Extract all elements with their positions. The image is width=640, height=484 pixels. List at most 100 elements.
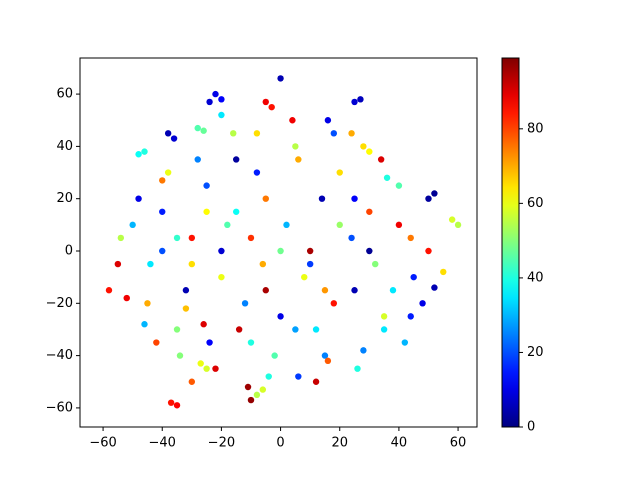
point — [203, 208, 210, 215]
point — [262, 98, 269, 106]
point — [188, 260, 196, 268]
point — [440, 268, 447, 276]
y-tick-label: −60 — [46, 400, 73, 415]
colorbar-tick-label: 20 — [527, 345, 544, 360]
point — [173, 402, 181, 409]
point — [321, 287, 329, 294]
point — [241, 300, 249, 307]
point — [159, 247, 166, 255]
point — [383, 174, 391, 181]
point — [360, 143, 367, 150]
point — [218, 247, 225, 255]
colorbar-tick-label: 80 — [527, 121, 544, 136]
x-tick-label: −20 — [208, 436, 235, 451]
point — [194, 124, 201, 132]
point — [224, 221, 231, 229]
point — [407, 313, 414, 320]
point — [407, 234, 414, 242]
plot-frame — [79, 57, 478, 428]
point — [357, 96, 364, 103]
point — [318, 195, 326, 202]
point — [167, 399, 175, 406]
colorbar-tick-label: 60 — [527, 196, 544, 211]
point — [159, 208, 166, 215]
point — [206, 339, 213, 346]
y-tick-label: 20 — [56, 191, 73, 206]
point — [105, 287, 113, 294]
point — [312, 378, 320, 385]
x-tick-label: −60 — [89, 436, 116, 451]
point — [348, 234, 355, 242]
point — [277, 313, 284, 320]
point — [203, 365, 210, 372]
point — [212, 90, 219, 98]
point — [277, 75, 284, 82]
point — [324, 117, 332, 124]
point — [366, 148, 373, 155]
point — [336, 221, 343, 229]
point — [114, 260, 122, 268]
y-tick-label: −20 — [46, 296, 73, 311]
point — [147, 260, 154, 268]
point — [203, 182, 210, 189]
point — [277, 247, 284, 255]
point — [454, 221, 462, 229]
point — [247, 339, 255, 346]
point — [354, 365, 361, 372]
point — [330, 130, 338, 137]
point — [194, 156, 201, 163]
point — [351, 287, 358, 294]
point — [312, 326, 320, 333]
point — [159, 177, 166, 184]
point — [164, 130, 172, 137]
point — [173, 234, 181, 242]
point — [253, 391, 261, 399]
point — [425, 195, 432, 202]
point — [425, 247, 432, 255]
point — [366, 247, 373, 255]
point — [410, 273, 417, 281]
point — [395, 221, 403, 229]
y-tick-label: 40 — [56, 139, 73, 154]
point — [259, 260, 267, 268]
point — [448, 216, 456, 223]
point — [123, 294, 130, 302]
point — [324, 357, 332, 365]
point — [173, 326, 181, 333]
y-tick-label: 60 — [56, 87, 73, 102]
point — [431, 284, 438, 291]
point — [253, 169, 261, 176]
point — [235, 326, 243, 333]
point — [218, 273, 225, 281]
point — [182, 305, 190, 312]
point — [164, 169, 172, 176]
point — [306, 247, 314, 255]
point — [182, 287, 190, 294]
colorbar — [501, 57, 520, 428]
point — [348, 130, 355, 137]
point — [268, 103, 275, 111]
point — [292, 143, 299, 150]
x-tick-label: 40 — [391, 436, 408, 451]
point — [306, 260, 314, 268]
point — [129, 221, 136, 229]
point — [188, 378, 196, 385]
x-tick-label: −40 — [149, 436, 176, 451]
point — [135, 195, 142, 202]
colorbar-tick-label: 0 — [527, 420, 535, 435]
y-tick-label: 0 — [65, 243, 73, 258]
point — [377, 156, 385, 163]
point — [262, 195, 269, 202]
point — [197, 360, 204, 367]
point — [218, 96, 225, 103]
point — [295, 156, 302, 163]
point — [188, 234, 196, 242]
point — [232, 208, 240, 215]
point — [380, 326, 388, 333]
point — [200, 127, 207, 134]
point — [283, 221, 290, 229]
point — [395, 182, 403, 189]
point — [360, 347, 367, 354]
point — [271, 352, 278, 359]
